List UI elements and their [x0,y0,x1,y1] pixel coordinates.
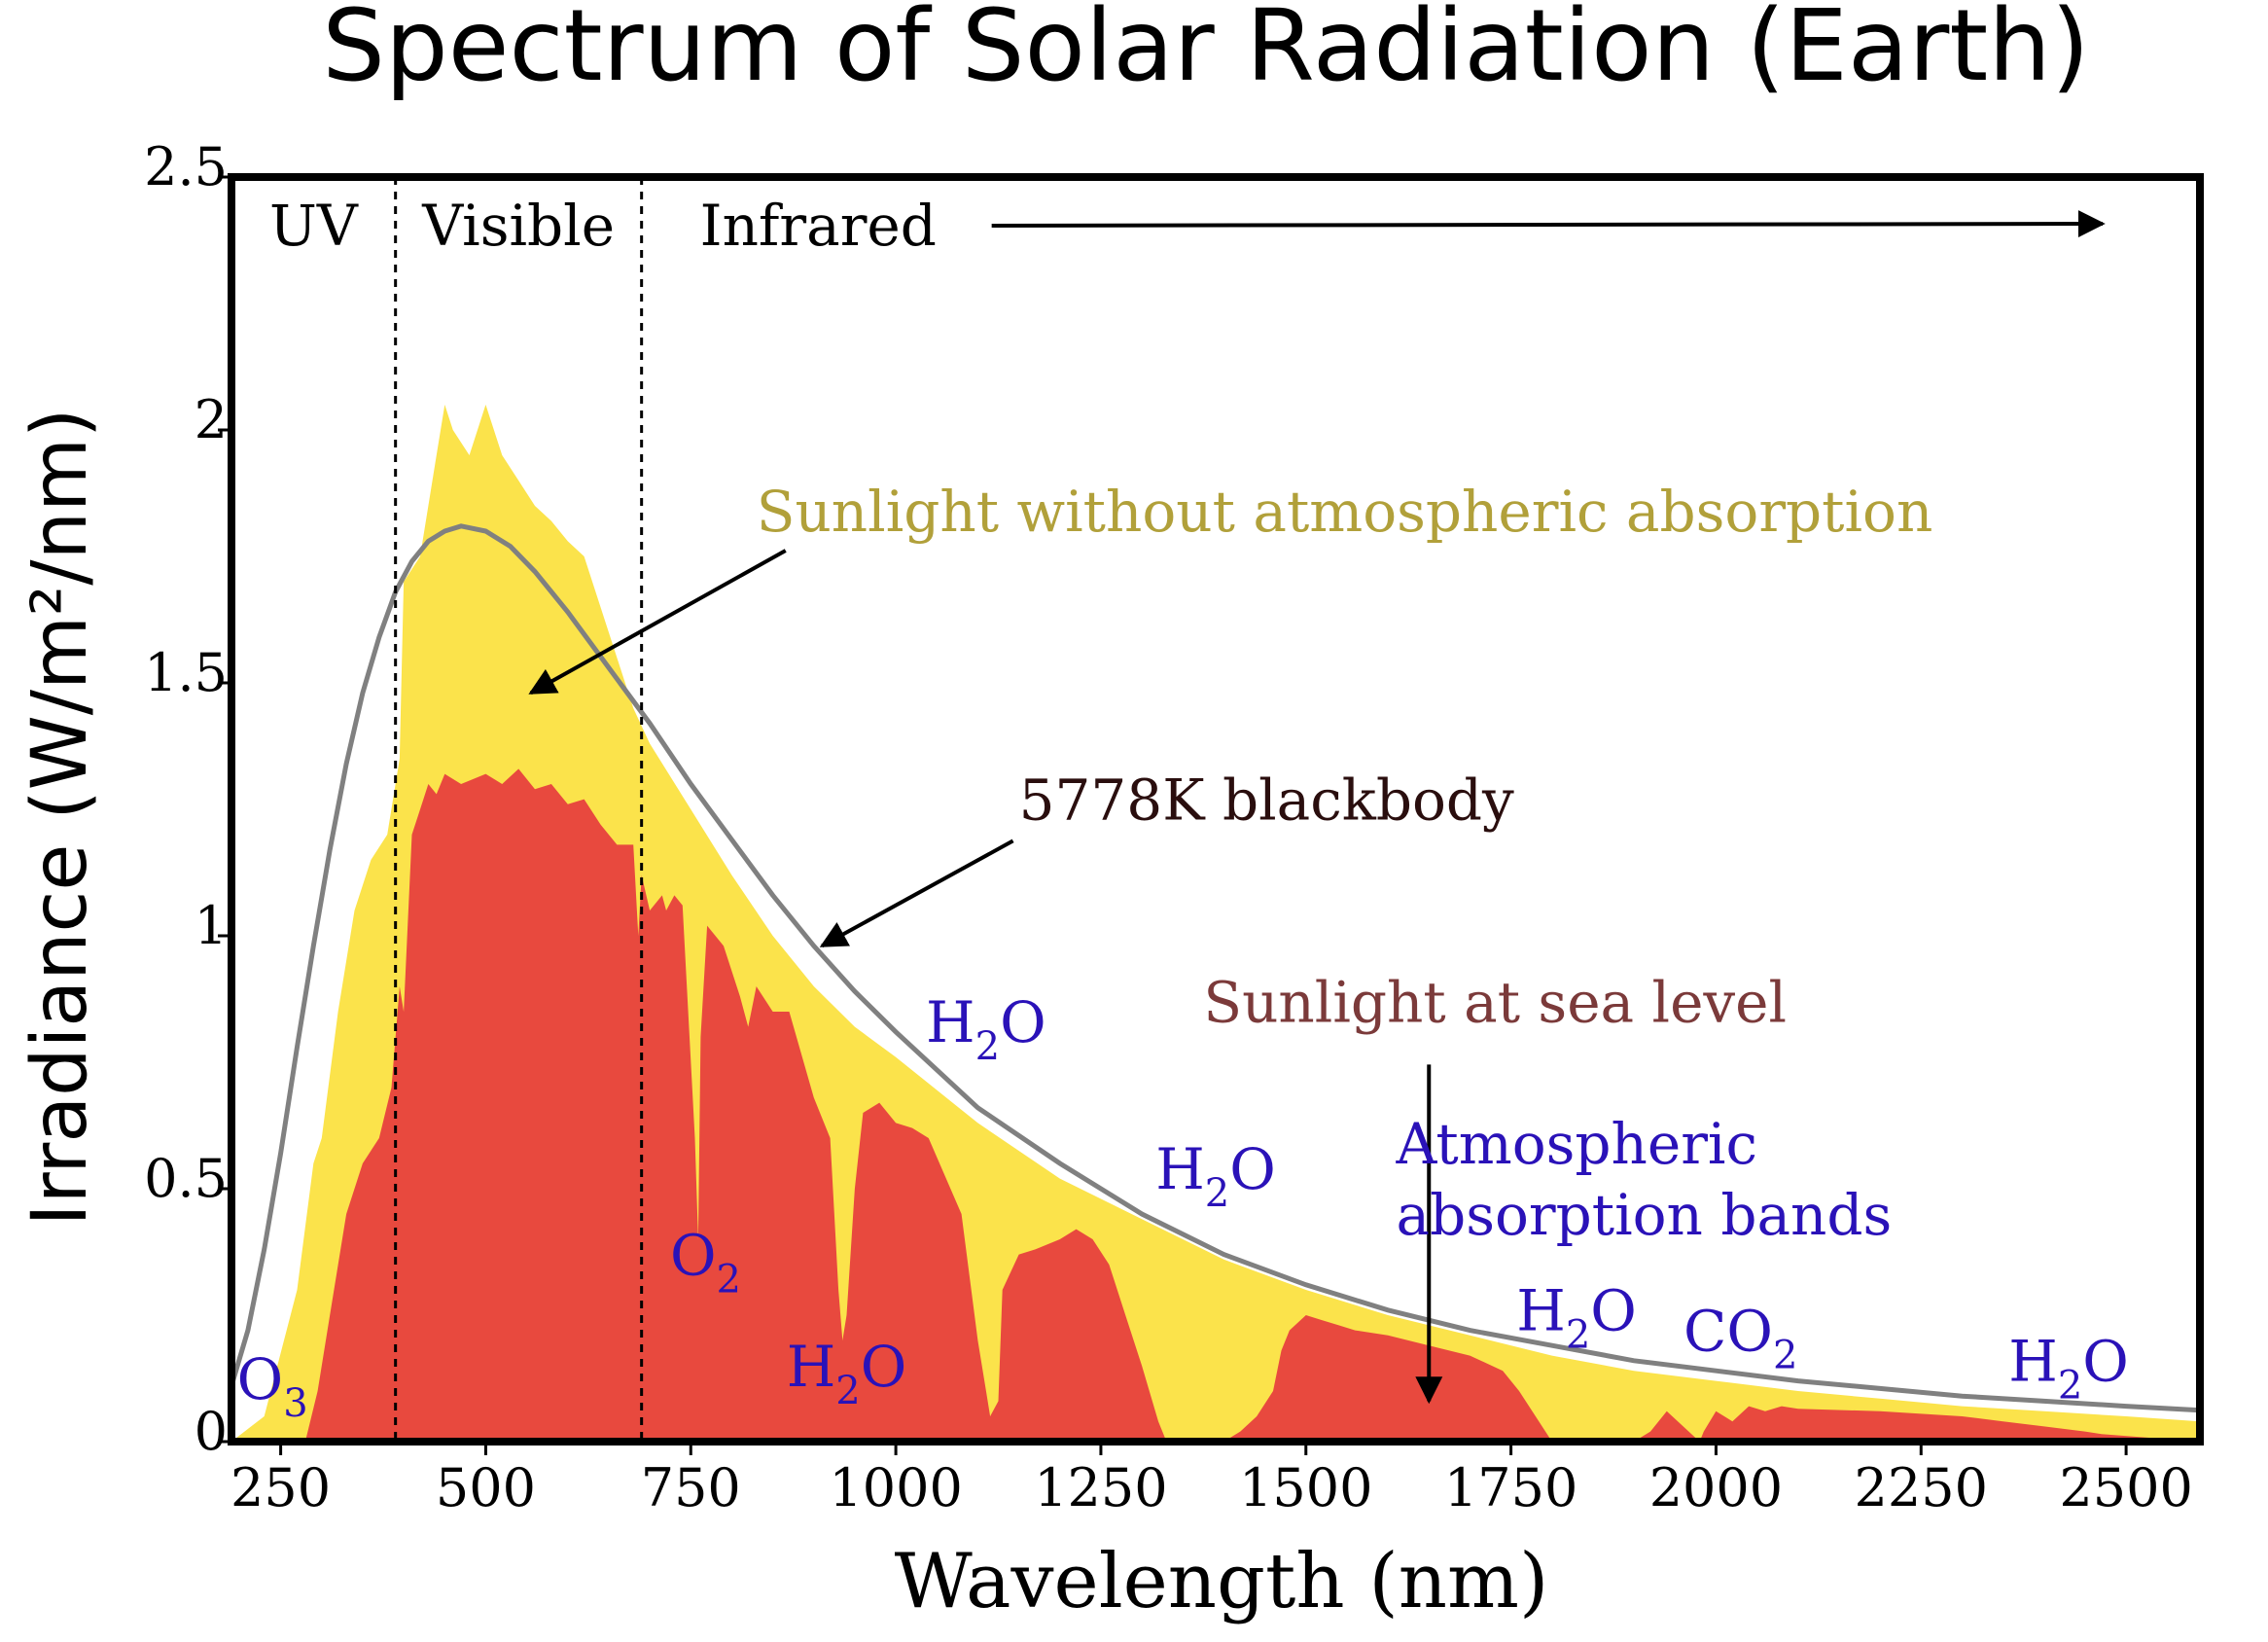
absorption-label-tail: O [861,1334,907,1400]
absorption-label-tail: O [2082,1329,2129,1395]
absorption-label: H2O [2008,1329,2129,1409]
y-tick-label: 1.5 [144,642,228,703]
x-tick-label: 1250 [1034,1457,1167,1518]
absorption-label: H2O [1155,1136,1276,1216]
y-axis-label: Irradiance (W/m²/nm) [17,409,104,1227]
plot-series-group [231,177,2200,1442]
absorption-label-base: H [2008,1329,2058,1395]
annotation-arrow [819,839,1014,948]
absorption-label-base: H [926,989,975,1055]
annotation-label: Atmospheric [1396,1111,1757,1177]
absorption-label: O3 [237,1346,308,1426]
plot-frame [228,173,2204,1446]
y-tick-label: 1 [195,895,228,956]
absorption-label-subscript: 2 [1773,1333,1797,1377]
annotation-label: Sunlight without atmospheric absorption [757,479,1933,545]
absorption-label-base: CO [1683,1298,1773,1364]
absorption-label-base: O [670,1222,717,1288]
absorption-label-subscript: 2 [975,1024,1000,1069]
annotation-label: absorption bands [1397,1182,1893,1248]
x-tick-label: 2250 [1855,1457,1988,1518]
absorption-label-base: H [1516,1278,1566,1344]
y-tick-label: 0 [195,1401,228,1462]
absorption-label-tail: O [1590,1278,1637,1344]
infrared-arrow [991,210,2106,238]
absorption-label-subscript: 2 [2058,1364,2082,1409]
annotation-label: 5778K blackbody [1019,767,1514,833]
annotation-label: Sunlight at sea level [1203,969,1787,1035]
absorption-label: CO2 [1683,1298,1797,1377]
plot-area: 0 0.5 1 1.5 2 2.5 250 500 750 1000 1250 1500 1750 200… [144,136,2204,1518]
absorption-label-tail: O [1229,1136,1276,1202]
absorption-label-subscript: 2 [835,1369,860,1413]
x-axis-label: Wavelength (nm) [895,1538,1549,1625]
region-label-visible: Visible [421,193,615,259]
series-area-sea-level [231,768,2200,1442]
absorption-label: H2O [1516,1278,1637,1358]
x-tick-label: 500 [436,1457,536,1518]
absorption-label: H2O [926,989,1046,1069]
y-tick-label: 2 [195,389,228,450]
x-tick-label: 1750 [1444,1457,1577,1518]
absorption-label-subscript: 3 [283,1381,307,1426]
absorption-label-base: O [237,1346,284,1412]
chart-title: Spectrum of Solar Radiation (Earth) [322,0,2089,104]
annotation-arrow [528,549,787,696]
y-tick-label: 0.5 [144,1148,228,1209]
x-tick-label: 1500 [1239,1457,1372,1518]
absorption-label: H2O [787,1334,907,1413]
absorption-label-subscript: 2 [1566,1313,1590,1358]
region-label-uv: UV [269,193,359,259]
x-tick-label: 1000 [829,1457,962,1518]
absorption-label-base: H [1155,1136,1205,1202]
absorption-label-subscript: 2 [1205,1171,1229,1216]
x-tick-label: 250 [230,1457,331,1518]
y-tick-label: 2.5 [144,136,228,197]
absorption-label-tail: O [1000,989,1046,1055]
x-tick-label: 2000 [1649,1457,1783,1518]
absorption-label-base: H [787,1334,836,1400]
x-tick-label: 2500 [2059,1457,2192,1518]
region-label-infrared: Infrared [700,193,937,259]
series-line-blackbody [231,523,2200,1413]
absorption-label-subscript: 2 [717,1257,741,1302]
absorption-label: O2 [670,1222,741,1302]
x-tick-label: 750 [641,1457,741,1518]
